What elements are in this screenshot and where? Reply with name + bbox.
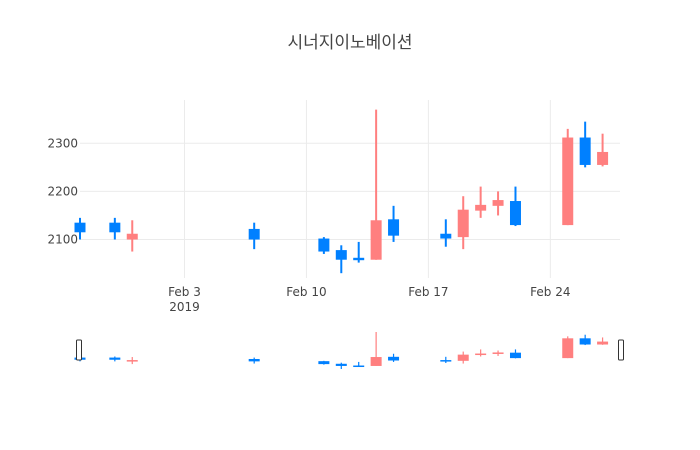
candle-decreasing (475, 186, 487, 218)
slider-candle-body (562, 338, 574, 359)
x-tick-sublabel: 2019 (169, 300, 200, 314)
slider-candle (335, 362, 347, 369)
candle-body (475, 204, 487, 211)
grid-lines (80, 100, 620, 278)
candle-increasing (579, 121, 591, 168)
slider-candle (579, 334, 591, 346)
slider-candle-body (370, 357, 382, 366)
candle-decreasing (597, 133, 609, 167)
candle-body (335, 250, 347, 260)
candle-decreasing (126, 220, 138, 252)
candle-body (440, 233, 452, 239)
slider-candle (597, 337, 609, 345)
slider-candle (109, 356, 121, 362)
candle-body (126, 233, 138, 240)
candle-decreasing (457, 196, 469, 250)
slider-candle-body (475, 353, 487, 356)
slider-candle (318, 360, 330, 365)
slider-candle-body (492, 352, 504, 354)
candle-increasing (248, 222, 260, 250)
slider-candle-body (509, 352, 521, 359)
slider-candle (370, 332, 382, 366)
range-slider-left-handle[interactable] (76, 339, 82, 361)
slider-candle-body (579, 338, 591, 345)
candle-body (388, 219, 400, 236)
slider-candle (562, 336, 574, 359)
slider-candle-body (597, 341, 609, 345)
slider-candle (492, 350, 504, 356)
slider-candle-body (126, 360, 138, 362)
candle-decreasing (370, 109, 382, 260)
candle-body (353, 257, 365, 261)
candles (74, 109, 609, 274)
slider-candle-body (335, 363, 347, 366)
slider-candle-body (318, 361, 330, 365)
y-tick-label: 2200 (47, 184, 78, 198)
x-tick-label: Feb 17 (408, 285, 448, 299)
candle-body (562, 137, 574, 226)
slider-candle-body (248, 358, 260, 362)
candle-increasing (318, 237, 330, 254)
candle-body (109, 222, 121, 233)
candle-increasing (509, 186, 521, 227)
candle-increasing (353, 241, 365, 263)
slider-candle-body (109, 357, 121, 360)
y-tick-label: 2100 (47, 233, 78, 247)
candle-increasing (335, 245, 347, 274)
chart-title: 시너지이노베이션 (287, 33, 412, 53)
candle-increasing (440, 219, 452, 247)
candle-body (492, 200, 504, 206)
y-tick-label: 2300 (47, 136, 78, 150)
slider-candle-body (440, 360, 452, 362)
candle-body (248, 228, 260, 240)
slider-candle-body (353, 365, 365, 368)
x-tick-label: Feb 24 (530, 285, 570, 299)
candle-body (74, 222, 86, 233)
slider-candle-body (388, 356, 400, 361)
slider-candle (353, 361, 365, 368)
candle-body (597, 151, 609, 165)
candle-body (370, 220, 382, 260)
slider-candle (509, 349, 521, 359)
candle-body (457, 209, 469, 238)
slider-candle (388, 353, 400, 362)
candle-body (318, 238, 330, 252)
candle-increasing (388, 205, 400, 242)
x-tick-label: Feb 3 (168, 285, 201, 299)
slider-candle (457, 351, 469, 364)
slider-candle (126, 357, 138, 365)
slider-candle (440, 356, 452, 364)
candle-decreasing (492, 191, 504, 216)
candle-increasing (109, 217, 121, 240)
slider-candle (475, 349, 487, 357)
candle-increasing (74, 217, 86, 240)
range-slider[interactable] (74, 332, 624, 369)
slider-candle-body (457, 354, 469, 361)
candle-decreasing (562, 128, 574, 226)
range-slider-right-handle[interactable] (618, 339, 624, 361)
slider-candle (248, 357, 260, 364)
candle-body (579, 137, 591, 165)
x-tick-label: Feb 10 (286, 285, 326, 299)
candle-body (509, 201, 521, 226)
